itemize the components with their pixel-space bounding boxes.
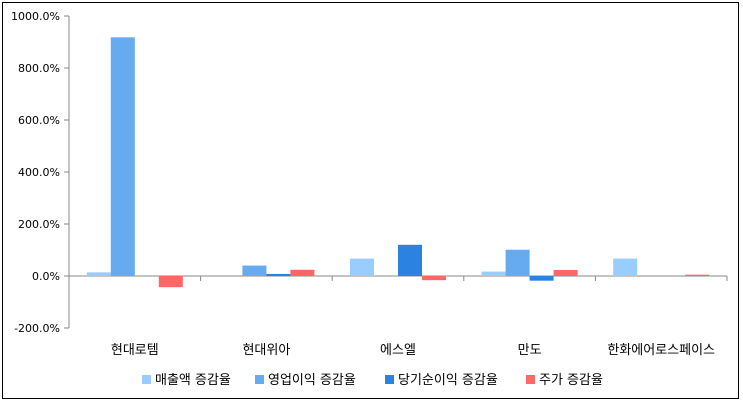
bar-1-1 [86, 272, 111, 276]
category-label: 에스엘 [380, 343, 416, 358]
bar-2-1 [110, 37, 135, 276]
bar-1-3 [350, 258, 374, 276]
bar-3-4 [529, 276, 554, 281]
bar-4-4 [553, 270, 578, 276]
bar-1-5 [613, 258, 638, 276]
legend-swatch [142, 375, 151, 384]
legend-swatch [385, 375, 394, 384]
bar-2-2 [242, 265, 267, 276]
bar-3-2 [266, 273, 291, 276]
y-tick-label: 200.0% [18, 218, 60, 231]
category-label: 현대위아 [242, 343, 290, 358]
bars [86, 37, 710, 288]
y-tick-label: 1000.0% [11, 10, 60, 23]
legend: 매출액 증감율 영업이익 증감율 당기순이익 증감율 주가 증감율 [142, 373, 603, 388]
legend-label: 영업이익 증감율 [268, 373, 356, 388]
y-tick-label: -200.0% [14, 322, 60, 335]
y-tick-label: 400.0% [18, 166, 60, 179]
category-label: 한화에어로스페이스 [607, 343, 715, 358]
bar-4-5 [685, 274, 710, 276]
legend-label: 매출액 증감율 [155, 373, 231, 388]
category-labels: 현대로템 현대위아 에스엘 만도 한화에어로스페이스 [111, 343, 715, 358]
bar-4-3 [422, 276, 446, 281]
bar-4-1 [158, 276, 183, 288]
y-tick-label: 0.0% [32, 270, 60, 283]
bar-1-4 [481, 271, 506, 276]
legend-label: 당기순이익 증감율 [398, 373, 498, 388]
legend-swatch [526, 375, 535, 384]
bar-2-4 [505, 249, 530, 276]
y-tick-labels: -200.0% 0.0% 200.0% 400.0% 600.0% 800.0% 1000.… [11, 10, 60, 335]
bar-3-3 [398, 244, 422, 276]
y-tick-label: 800.0% [18, 62, 60, 75]
bar-4-2 [290, 269, 315, 276]
category-label: 만도 [518, 343, 542, 358]
legend-label: 주가 증감율 [539, 373, 603, 388]
category-label: 현대로템 [111, 343, 159, 358]
y-tick-label: 600.0% [18, 114, 60, 127]
legend-swatch [255, 375, 264, 384]
